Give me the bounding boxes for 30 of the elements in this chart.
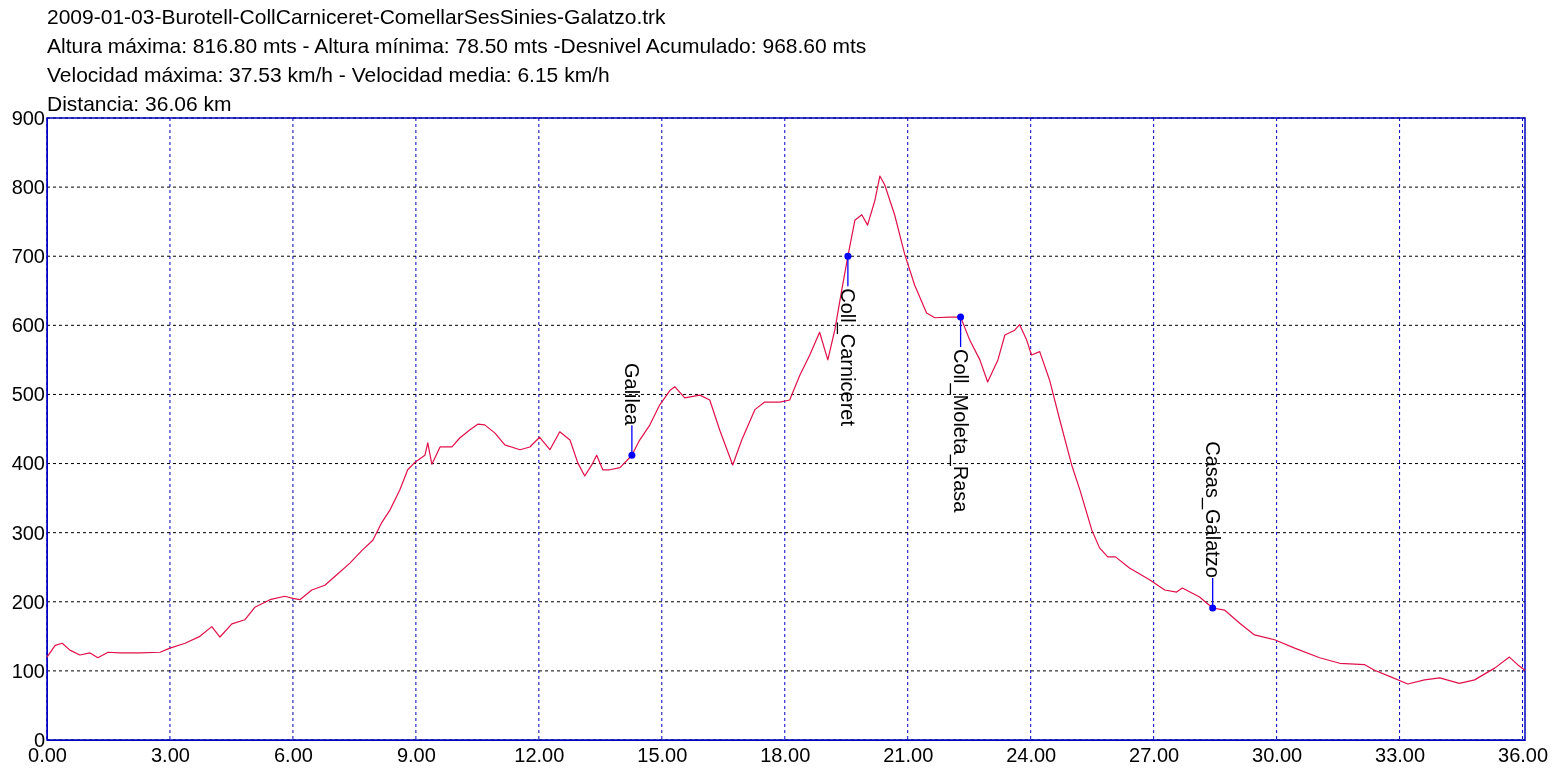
x-tick-label: 36.00 [1498, 744, 1549, 766]
x-tick-label: 24.00 [1006, 744, 1057, 766]
x-tick-label: 27.00 [1129, 744, 1180, 766]
x-tick-label: 6.00 [273, 744, 313, 766]
y-tick-label: 600 [11, 314, 45, 337]
x-tick-label: 30.00 [1252, 744, 1303, 766]
y-tick-label: 900 [11, 106, 45, 129]
text: Distancia: 36.06 km [47, 92, 232, 115]
chart-title: 2009-01-03-Burotell-CollCarniceret-ComellarSesSinies-Galatzo.trk [47, 5, 667, 28]
x-tick-label: 33.00 [1375, 744, 1426, 766]
x-tick-label: 12.00 [514, 744, 565, 766]
y-tick-label: 100 [11, 659, 45, 682]
x-tick-label: 3.00 [150, 744, 190, 766]
y-tick-label: 400 [11, 452, 45, 475]
chart-subtitle: Altura máxima: 816.80 mts - Altura mínima: 78.50 mts -Desnivel Acumulado: 968.60 mts [47, 34, 867, 57]
y-tick-label: 800 [11, 176, 45, 199]
line-series [46, 175, 1526, 685]
y-tick-label: 300 [11, 521, 45, 544]
x-tick-label: 18.00 [760, 744, 811, 766]
x-tick-label: 21.00 [883, 744, 934, 766]
x-tick-label: 9.00 [396, 744, 436, 766]
y-tick-label: 500 [11, 383, 45, 406]
annotation: Galilea [620, 363, 643, 427]
annotation: Coll_Carniceret [835, 288, 859, 427]
x-tick-label: 15.00 [637, 744, 688, 766]
annotation: Casas_Galatzo [1200, 441, 1224, 578]
text: Velocidad máxima: 37.53 km/h - Velocidad media: 6.15 km/h [47, 63, 610, 86]
y-tick-label: 700 [11, 245, 45, 268]
y-tick-label: 200 [11, 590, 45, 613]
annotation: Coll_Moleta_Rasa [948, 349, 972, 514]
